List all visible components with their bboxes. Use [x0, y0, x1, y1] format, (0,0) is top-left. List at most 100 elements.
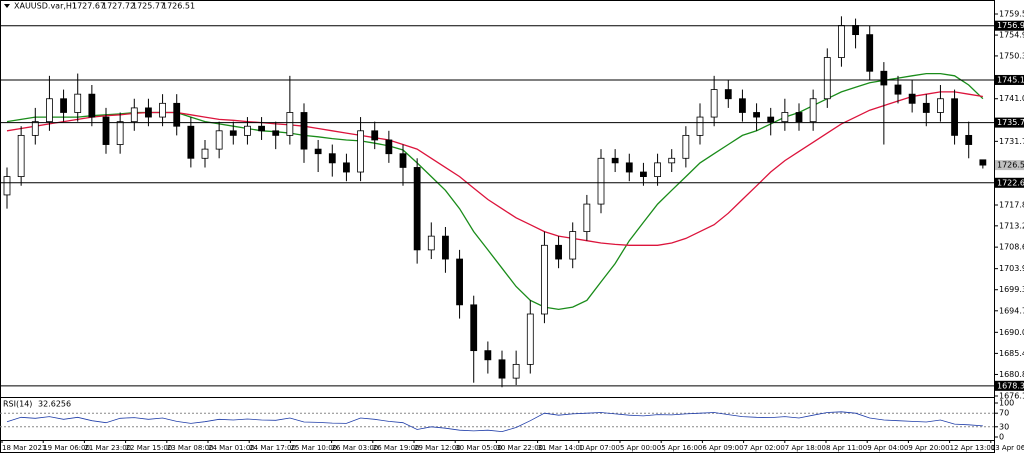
- candle-body: [229, 130, 237, 136]
- candle-body: [427, 235, 435, 251]
- candle-body: [173, 102, 181, 127]
- candle-body: [130, 107, 138, 123]
- candle-body: [866, 34, 874, 72]
- header-close: 1726.51: [162, 2, 195, 11]
- candle-body: [894, 84, 902, 95]
- y-tick-label: 1750.35: [999, 51, 1024, 60]
- candle-body: [640, 171, 647, 178]
- symbol: XAUUSD.var,H1: [14, 2, 77, 11]
- candle-body: [46, 98, 53, 123]
- candle-body: [710, 89, 718, 118]
- time-label: 1 Apr 07:00: [579, 444, 620, 452]
- candle-body: [979, 159, 987, 166]
- candle-body: [74, 93, 82, 113]
- time-label: 23 Mar 08:00: [167, 444, 214, 452]
- y-tick-label: 1754.90: [999, 31, 1024, 40]
- time-label: 24 Mar 17:00: [249, 444, 296, 452]
- moving-average: [6, 72, 984, 311]
- level-label: 1735.79: [997, 118, 1024, 127]
- menu-arrow: [4, 4, 10, 8]
- time-label: 30 Mar 05:00: [455, 444, 502, 452]
- candle-body: [442, 235, 449, 260]
- time-label: 6 Apr 09:00: [702, 444, 743, 452]
- level-label-box: [995, 20, 1024, 31]
- candle-body: [781, 112, 789, 123]
- time-label: 9 Apr 20:00: [908, 444, 949, 452]
- rsi-value: 32.6256: [38, 400, 71, 409]
- moving-average: [6, 91, 984, 246]
- y-tick-label: 1741.00: [999, 94, 1024, 103]
- candle-body: [951, 98, 958, 136]
- candle-body: [3, 176, 11, 196]
- candle-body: [739, 98, 746, 113]
- y-tick-label: 1717.80: [999, 200, 1024, 209]
- candle-body: [272, 130, 280, 136]
- level-label-box: [995, 74, 1024, 85]
- candle-body: [668, 157, 676, 164]
- header-open: 1727.67: [72, 2, 105, 11]
- candle-body: [201, 148, 209, 159]
- y-tick-label: 1694.70: [999, 306, 1024, 315]
- candle-body: [937, 98, 944, 113]
- candle-body: [343, 162, 350, 173]
- candle-body: [31, 121, 39, 136]
- level-label-box: [995, 177, 1024, 188]
- candle-body: [385, 139, 393, 155]
- time-label: 9 Apr 04:00: [867, 444, 908, 452]
- candle-body: [555, 244, 562, 260]
- y-tick-label: 1708.60: [999, 243, 1024, 252]
- candle-body: [215, 130, 223, 150]
- candle-body: [569, 231, 577, 260]
- time-label: 26 Mar 19:00: [373, 444, 420, 452]
- candle-body: [187, 125, 195, 159]
- time-label: 7 Apr 02:00: [744, 444, 785, 452]
- candle-body: [526, 313, 534, 365]
- candle-body: [809, 98, 817, 123]
- candle-body: [922, 102, 930, 113]
- y-tick-label: 1676.10: [999, 391, 1024, 400]
- candle-body: [258, 125, 265, 132]
- time-label: 22 Mar 15:00: [126, 444, 173, 452]
- time-label: 21 Mar 23:00: [84, 444, 131, 452]
- candle-body: [512, 363, 520, 379]
- candle-body: [696, 116, 704, 136]
- rsi-tick-label: 0: [999, 433, 1004, 442]
- header-high: 1727.72: [102, 2, 135, 11]
- time-label: 5 Apr 00:00: [620, 444, 661, 452]
- rsi-tick-label: 30: [999, 422, 1009, 431]
- level-label-box: [995, 117, 1024, 128]
- level-label: 1678.32: [997, 381, 1024, 390]
- candle-body: [413, 167, 421, 251]
- y-tick-label: 1759.50: [999, 10, 1024, 19]
- candle-body: [159, 102, 166, 118]
- candle-body: [484, 350, 492, 361]
- time-label: 24 Mar 01:00: [208, 444, 255, 452]
- y-tick-label: 1680.80: [999, 370, 1024, 379]
- time-label: 26 Mar 03:00: [332, 444, 379, 452]
- time-label: 13 Apr 06:00: [991, 444, 1024, 452]
- candle-body: [682, 134, 690, 159]
- candle-body: [145, 107, 152, 118]
- candle-body: [102, 116, 110, 145]
- candle-body: [838, 25, 845, 58]
- candle-body: [357, 130, 364, 173]
- rsi-name: RSI(14): [3, 400, 32, 409]
- candle-body: [17, 134, 25, 178]
- time-label: 25 Mar 10:00: [290, 444, 337, 452]
- frame: [0, 0, 995, 453]
- y-tick-label: 1731.70: [999, 137, 1024, 146]
- candle-body: [456, 258, 463, 306]
- candle-body: [116, 121, 124, 145]
- candle-body: [583, 203, 591, 232]
- candle-body: [541, 244, 548, 315]
- rsi-tick-label: 100: [999, 399, 1014, 408]
- rsi-line: [6, 411, 983, 433]
- candle-body: [965, 134, 973, 145]
- candle-body: [88, 93, 96, 118]
- y-tick-label: 1713.25: [999, 221, 1024, 230]
- header-low: 1725.77: [132, 2, 165, 11]
- candle-body: [852, 25, 859, 36]
- time-label: 18 Mar 2021: [2, 444, 46, 452]
- candle-body: [880, 70, 888, 86]
